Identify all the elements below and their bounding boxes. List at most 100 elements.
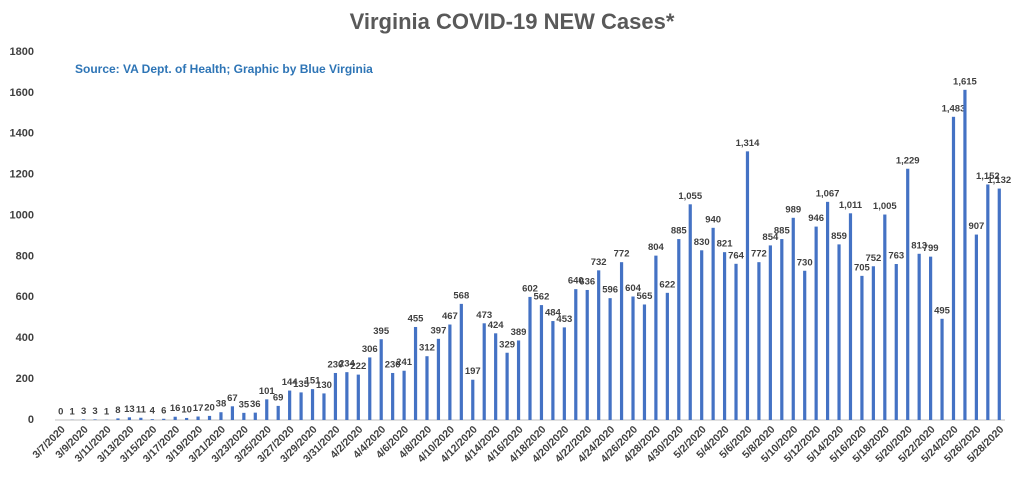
source-note: Source: VA Dept. of Health; Graphic by B… <box>75 62 373 76</box>
y-tick-label: 1600 <box>10 87 34 99</box>
bar <box>814 226 818 420</box>
bar <box>219 412 223 420</box>
bar <box>780 239 784 420</box>
value-label: 395 <box>373 326 390 337</box>
bar <box>402 370 406 420</box>
bar <box>997 188 1001 420</box>
bar <box>757 262 761 420</box>
value-label: 752 <box>865 253 881 264</box>
value-label: 135 <box>293 379 310 390</box>
value-label: 329 <box>499 339 515 350</box>
bar <box>860 275 864 420</box>
bar <box>505 352 509 420</box>
value-label: 1,055 <box>678 191 702 202</box>
bar <box>974 234 978 420</box>
bar <box>917 253 921 420</box>
value-label: 1,314 <box>736 138 760 149</box>
value-label: 17 <box>193 403 204 414</box>
value-label: 730 <box>797 257 813 268</box>
bar <box>299 392 303 420</box>
bar <box>413 326 418 420</box>
bar <box>654 255 658 420</box>
value-label: 763 <box>888 251 904 262</box>
bar <box>276 405 280 420</box>
bar <box>871 266 875 420</box>
value-label: 306 <box>362 344 378 355</box>
value-label: 1,011 <box>839 200 863 211</box>
value-label: 38 <box>216 399 227 410</box>
bar <box>356 374 360 420</box>
bar <box>322 393 326 420</box>
bar <box>711 227 715 420</box>
value-label: 622 <box>659 279 675 290</box>
value-label: 234 <box>339 359 356 370</box>
bar <box>253 412 257 420</box>
bar <box>82 419 86 420</box>
value-label: 151 <box>305 376 322 387</box>
value-label: 6 <box>161 405 166 416</box>
value-label: 495 <box>934 305 951 316</box>
bar <box>803 270 807 420</box>
bar <box>93 419 97 420</box>
bar <box>345 372 349 420</box>
value-label: 636 <box>579 276 595 287</box>
bar <box>631 296 635 420</box>
value-label: 1 <box>104 406 110 417</box>
value-label: 8 <box>115 405 120 416</box>
bar <box>562 327 566 420</box>
value-label: 1,483 <box>942 103 966 114</box>
y-tick-label: 400 <box>16 332 34 344</box>
value-label: 764 <box>728 250 745 261</box>
value-label: 389 <box>511 327 527 338</box>
bar <box>894 264 898 420</box>
value-label: 596 <box>602 285 618 296</box>
bar <box>516 340 521 420</box>
y-tick-label: 1400 <box>10 128 34 140</box>
bar <box>597 270 601 420</box>
value-label: 69 <box>273 392 284 403</box>
value-label: 4 <box>150 406 156 417</box>
value-label: 1,615 <box>953 76 977 87</box>
value-label: 907 <box>968 221 984 232</box>
value-label: 830 <box>694 237 710 248</box>
value-label: 885 <box>774 226 791 237</box>
value-label: 602 <box>522 283 538 294</box>
value-label: 467 <box>442 311 458 322</box>
bar <box>734 263 738 420</box>
value-label: 1,067 <box>816 188 840 199</box>
bar <box>585 289 589 420</box>
value-label: 16 <box>170 403 181 414</box>
bar <box>391 372 395 420</box>
bar <box>162 418 166 420</box>
bar <box>310 389 315 420</box>
bar <box>848 213 853 420</box>
bar <box>448 324 452 420</box>
bar <box>929 256 933 420</box>
bar <box>242 412 246 420</box>
value-label: 67 <box>227 393 238 404</box>
bar <box>139 417 143 420</box>
value-label: 772 <box>751 249 767 260</box>
bar <box>116 418 120 420</box>
value-label: 222 <box>350 361 366 372</box>
bar <box>791 217 795 420</box>
value-label: 946 <box>808 213 824 224</box>
value-label: 36 <box>250 399 261 410</box>
bar <box>539 305 544 420</box>
value-label: 821 <box>717 239 734 250</box>
bar <box>986 184 990 420</box>
value-label: 989 <box>785 204 801 215</box>
value-label: 1,229 <box>896 155 920 166</box>
bar <box>688 204 692 420</box>
value-label: 854 <box>762 232 779 243</box>
value-label: 562 <box>534 292 550 303</box>
value-label: 130 <box>316 380 332 391</box>
value-label: 424 <box>488 320 505 331</box>
bar <box>825 201 830 420</box>
bar <box>837 244 841 420</box>
value-label: 10 <box>181 404 192 415</box>
bar <box>951 116 956 420</box>
bar <box>619 262 624 420</box>
